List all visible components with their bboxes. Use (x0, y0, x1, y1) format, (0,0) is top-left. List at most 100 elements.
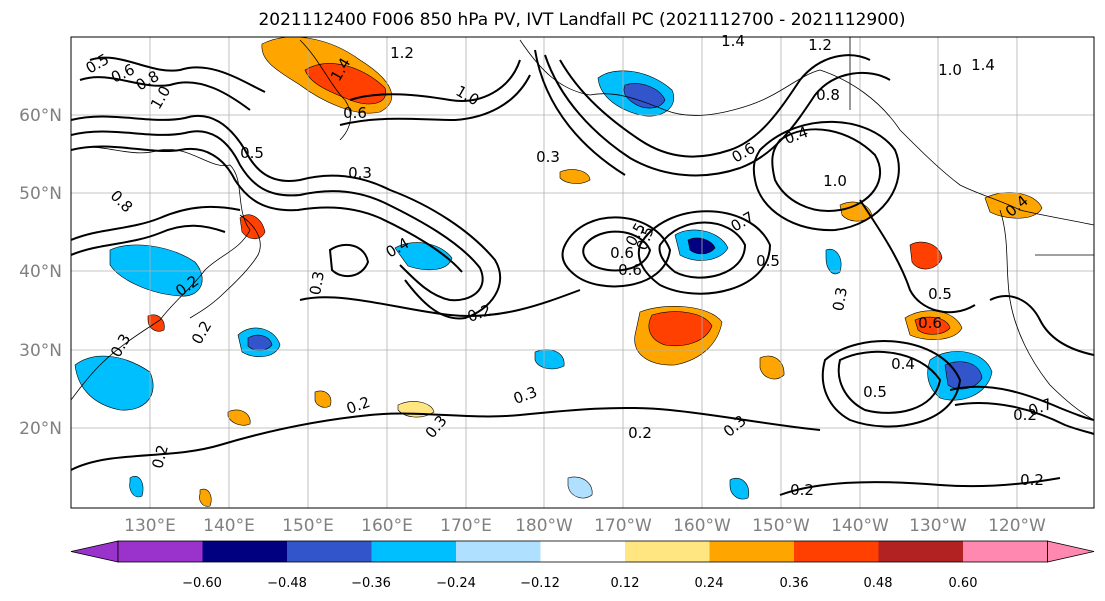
colorbar-extend-high (1047, 540, 1095, 563)
colorbar-cell (540, 541, 626, 562)
contour-line (71, 130, 484, 302)
colorbar-tick-label: −0.48 (267, 576, 307, 591)
contour-label: 0.3 (306, 270, 328, 297)
contour-line (89, 56, 266, 93)
colorbar-tick-label: 0.36 (780, 576, 809, 591)
contour-line (534, 49, 626, 176)
lon-label: 160°W (673, 516, 731, 536)
positive-anomaly-south-b (314, 390, 332, 408)
contour-label: 0.5 (928, 285, 952, 303)
contour-label: 0.6 (343, 104, 367, 122)
lon-label: 140°E (203, 516, 255, 536)
contour-label: 0.5 (240, 144, 264, 162)
contour-line (859, 199, 976, 314)
contour-line (561, 216, 672, 288)
colorbar-extend-low (70, 540, 119, 563)
positive-anomaly-subtropics-core (648, 311, 713, 347)
figure-title: 2021112400 F006 850 hPa PV, IVT Landfall… (258, 10, 905, 30)
positive-anomaly-midlat (559, 169, 591, 184)
lat-label: 40°N (19, 262, 62, 282)
positive-anomaly-south-a (227, 409, 251, 426)
contour-line (949, 385, 1094, 421)
contour-line (837, 350, 942, 414)
positive-anomaly-oregon (909, 241, 943, 270)
colorbar-tick-label: 0.12 (611, 576, 640, 591)
positive-anomaly-japan-sea (239, 214, 266, 240)
contour-line (989, 295, 1094, 356)
contour-line (779, 477, 1061, 496)
negative-anomaly-japan (109, 244, 203, 297)
lon-label: 180°W (515, 516, 573, 536)
contour-label: 0.2 (148, 443, 172, 471)
negative-anomaly-south-d (567, 476, 593, 499)
colorbar-tick-label: −0.12 (520, 576, 560, 591)
contour-line (71, 145, 463, 273)
shaded-fields (74, 37, 1043, 507)
negative-anomaly-south-e (729, 478, 750, 500)
contour-label: 1.4 (721, 32, 745, 50)
contour-label: 0.2 (1013, 406, 1037, 424)
colorbar-cell (456, 541, 541, 562)
colorbar-tick-label: 0.60 (949, 576, 978, 591)
coastline-alaska (519, 39, 1094, 226)
negative-anomaly-south-b (825, 248, 842, 275)
contour-label: 1.2 (808, 36, 832, 54)
negative-anomaly-north-pacific-core (687, 237, 716, 255)
contour-label: 0.3 (829, 286, 851, 313)
negative-anomaly-alaska-core (623, 83, 666, 109)
contour-line (582, 230, 652, 272)
contour-label: 0.2 (790, 481, 814, 499)
lon-label: 140°W (831, 516, 889, 536)
colorbar-cells (70, 540, 1095, 563)
contour-label: 1.4 (971, 56, 995, 74)
coastline-north-america (999, 209, 1094, 421)
coastline-japan (189, 214, 261, 319)
lat-label: 50°N (19, 184, 62, 204)
contour-line (339, 74, 531, 126)
lon-label: 150°E (282, 516, 334, 536)
lat-label: 20°N (19, 419, 62, 439)
contour-line (71, 114, 502, 320)
colorbar-cell (794, 541, 879, 562)
positive-anomaly-hawaii (759, 355, 785, 380)
contour-line (544, 54, 891, 177)
colorbar-outline (117, 540, 1048, 563)
map-background (71, 37, 1094, 508)
positive-anomaly-south-d (199, 488, 212, 507)
contour-label: 1.2 (390, 44, 414, 62)
contour-label: 0.6 (610, 244, 634, 262)
contour-line (328, 243, 370, 278)
contour-label: 0.6 (618, 261, 642, 279)
colorbar-cell (878, 541, 964, 562)
contour-line (771, 128, 881, 212)
colorbar-tick-label: −0.24 (436, 576, 476, 591)
latitude-labels: 60°N 50°N 40°N 30°N 20°N (19, 106, 62, 439)
colorbar-tick-label: 0.24 (695, 576, 724, 591)
contour-line (349, 59, 521, 102)
lat-label: 60°N (19, 106, 62, 126)
colorbar-cell (118, 541, 203, 562)
colorbar: −0.60 −0.48 −0.36 −0.24 −0.12 0.12 0.24 … (70, 540, 1095, 591)
colorbar-cell (287, 541, 372, 562)
contour-label: 0.3 (536, 148, 560, 166)
coastline-kamchatka (299, 39, 351, 141)
colorbar-tick-labels: −0.60 −0.48 −0.36 −0.24 −0.12 0.12 0.24 … (182, 576, 977, 591)
colorbar-cell (963, 541, 1048, 562)
contour-line (71, 406, 821, 471)
contour-label: 0.5 (863, 383, 887, 401)
lon-label: 160°E (361, 516, 413, 536)
lon-label: 170°E (440, 516, 492, 536)
colorbar-cell (202, 541, 288, 562)
lat-label: 30°N (19, 341, 62, 361)
negative-anomaly-western-pacific-core (247, 334, 273, 351)
lon-label: 120°W (988, 516, 1046, 536)
contour-label: 0.2 (1020, 471, 1044, 489)
positive-anomaly-california-core (914, 316, 951, 335)
gridlines (71, 37, 1094, 508)
contour-label: 1.0 (938, 61, 962, 79)
contour-line (637, 210, 772, 295)
colorbar-cell (709, 541, 795, 562)
contour-line (299, 289, 581, 317)
map-frame (70, 36, 1095, 509)
